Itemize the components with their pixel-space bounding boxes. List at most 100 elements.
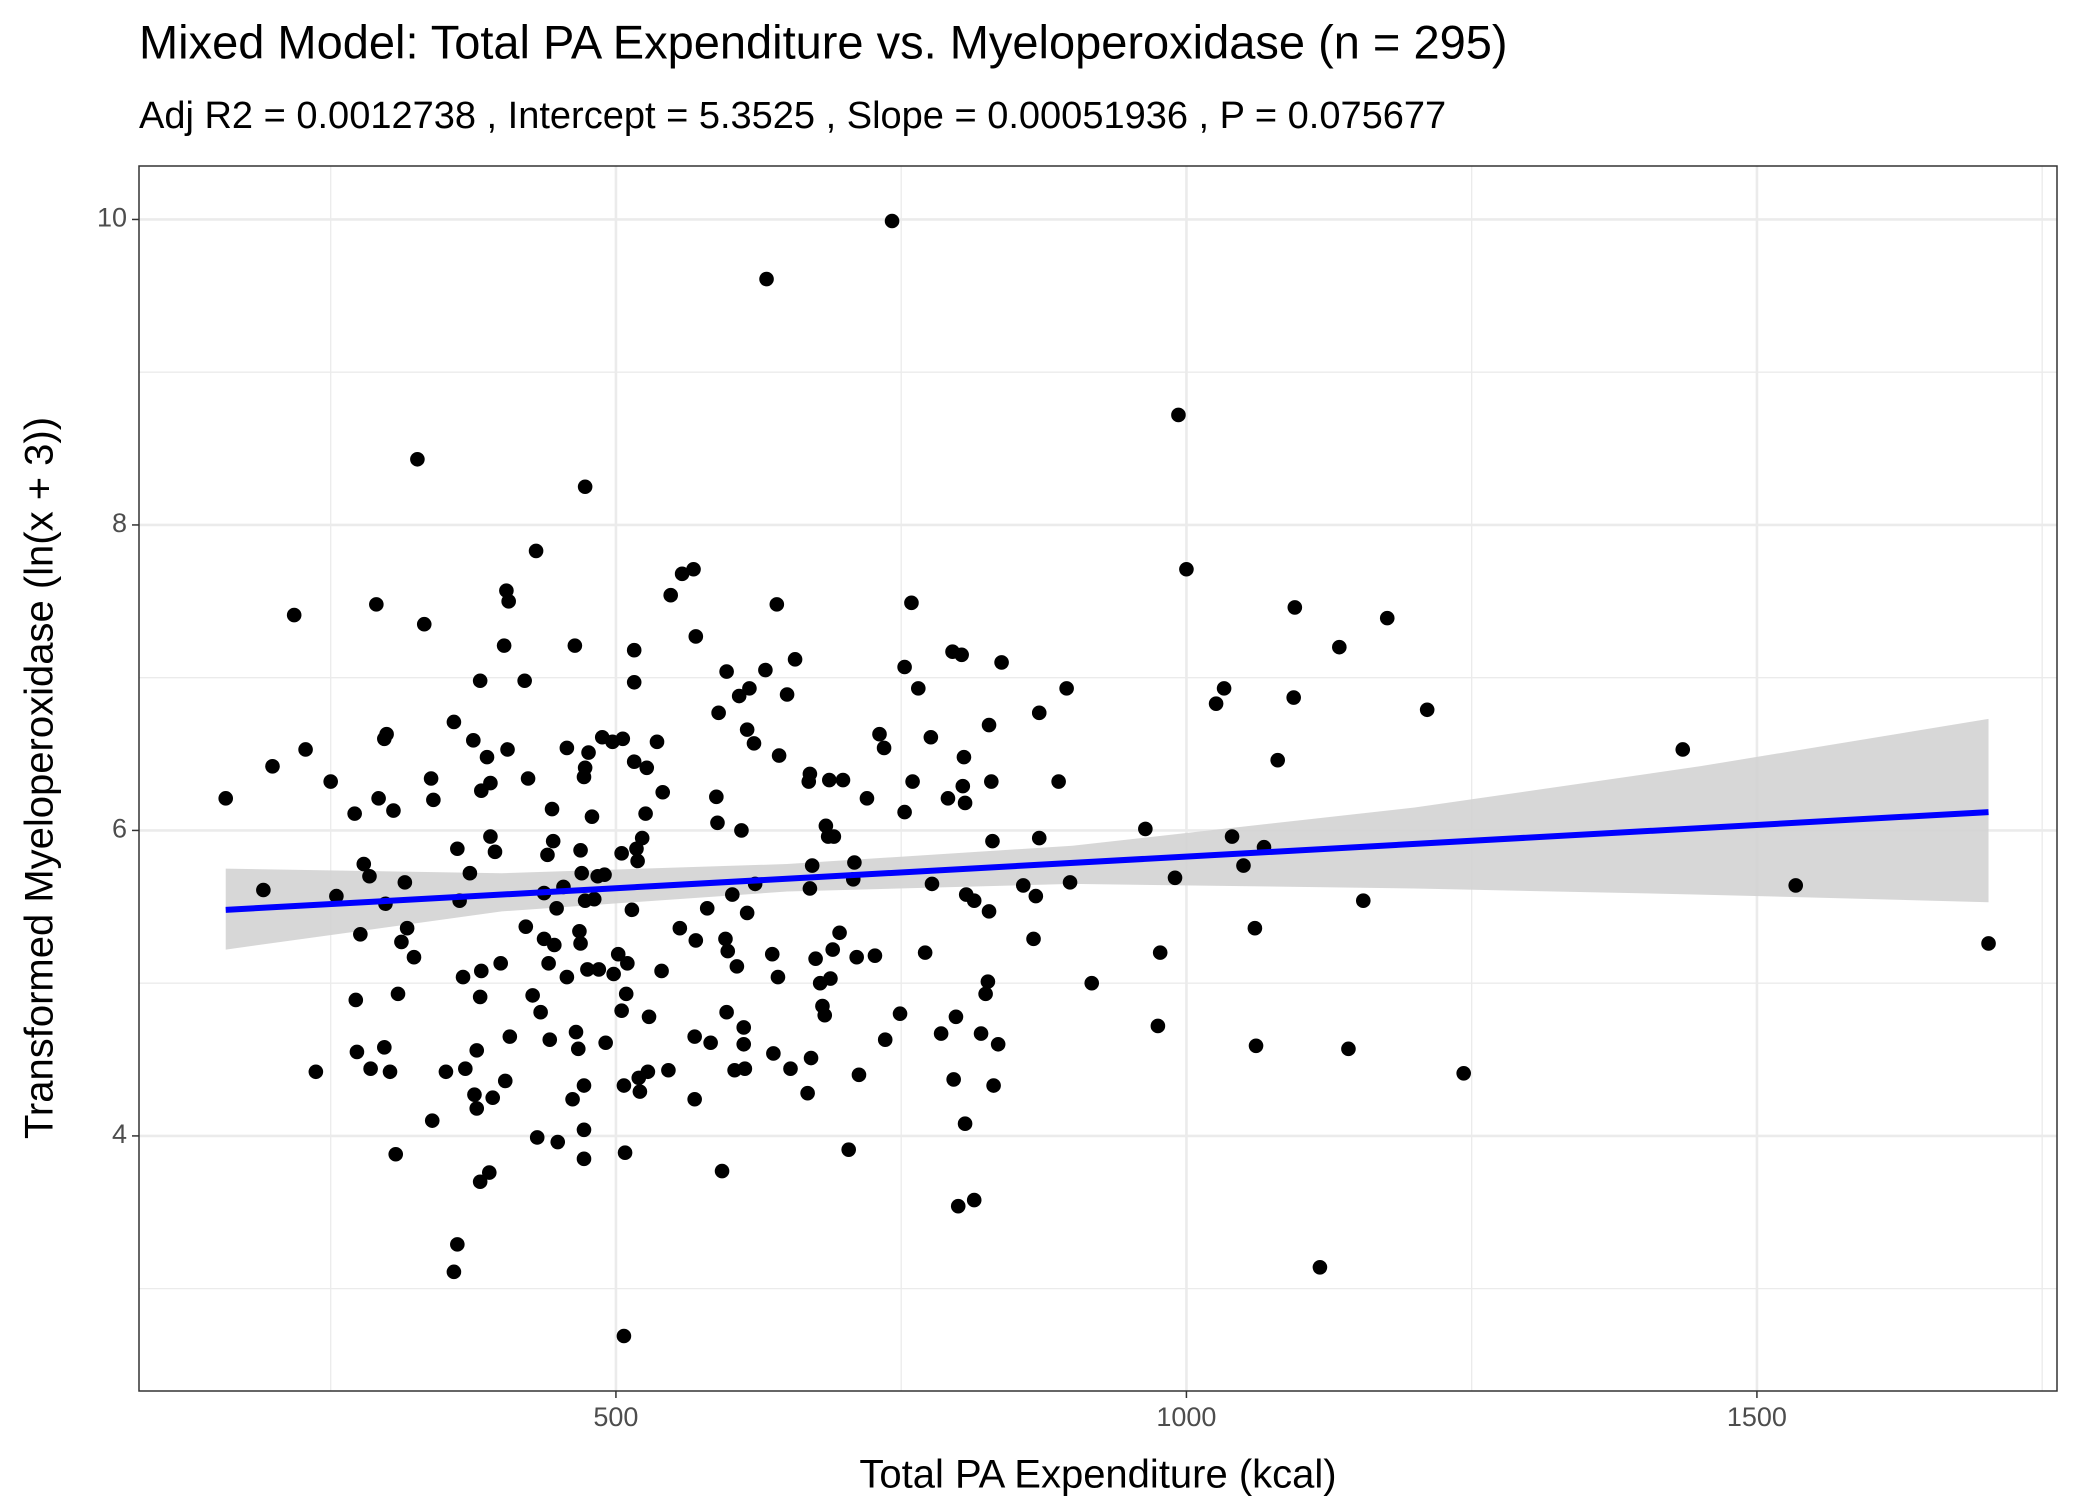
point: [544, 801, 560, 817]
fit-line: [225, 809, 1989, 913]
point: [714, 1163, 730, 1179]
point: [1788, 878, 1804, 893]
point: [904, 595, 919, 611]
point: [1026, 931, 1041, 947]
point: [817, 1007, 833, 1023]
point: [688, 629, 704, 644]
point: [629, 841, 644, 857]
point: [802, 766, 818, 782]
chart-subtitle: Adj R2 = 0.0012738 , Intercept = 5.3525 …: [139, 95, 1446, 137]
point: [458, 1061, 473, 1077]
point: [591, 962, 607, 977]
point: [218, 791, 234, 806]
point: [615, 731, 631, 747]
point: [1167, 870, 1183, 886]
point: [586, 891, 602, 907]
point: [872, 726, 887, 742]
point: [994, 655, 1009, 670]
point: [1379, 610, 1395, 626]
point: [547, 937, 562, 953]
point: [687, 1091, 702, 1107]
point: [487, 844, 503, 860]
chart-title: Mixed Model: Total PA Expenditure vs. My…: [139, 15, 1508, 68]
point: [703, 1035, 718, 1051]
point: [981, 717, 997, 733]
point: [736, 1036, 752, 1052]
point: [559, 969, 575, 985]
point: [649, 734, 665, 750]
point: [769, 597, 785, 612]
point: [349, 1044, 365, 1060]
point: [1312, 1259, 1328, 1275]
point: [835, 772, 851, 788]
point: [362, 868, 377, 884]
point: [576, 1078, 592, 1093]
point: [577, 760, 593, 776]
point: [632, 1084, 648, 1099]
point: [472, 1174, 488, 1190]
point: [528, 543, 544, 559]
point: [416, 616, 432, 632]
point: [614, 846, 629, 861]
point: [847, 855, 862, 870]
point: [426, 792, 441, 808]
point: [363, 1061, 378, 1077]
point: [832, 925, 847, 941]
point: [688, 933, 704, 948]
point: [672, 920, 688, 936]
point: [1084, 975, 1100, 991]
point: [485, 1090, 501, 1106]
point: [923, 729, 939, 745]
point: [616, 1078, 632, 1093]
point: [946, 1072, 961, 1087]
point: [973, 1026, 989, 1041]
point: [731, 688, 747, 704]
point: [559, 740, 575, 756]
point: [347, 806, 362, 821]
point: [473, 963, 489, 979]
point: [573, 842, 588, 858]
point: [577, 479, 593, 495]
y-tick-label: 10: [97, 203, 127, 233]
point: [626, 754, 642, 769]
point: [709, 789, 724, 805]
point: [298, 742, 313, 757]
point: [641, 1009, 657, 1025]
point: [787, 652, 803, 667]
point: [497, 1073, 513, 1089]
point: [950, 1198, 966, 1214]
point: [851, 1067, 867, 1083]
y-tick-label: 8: [112, 508, 127, 538]
point: [956, 749, 972, 765]
point: [884, 213, 900, 229]
point: [739, 905, 755, 921]
point: [917, 945, 933, 960]
point: [481, 1165, 497, 1180]
point: [1208, 696, 1224, 711]
point: [654, 963, 669, 979]
point: [1355, 893, 1371, 908]
point: [540, 847, 555, 863]
point: [617, 1145, 633, 1161]
point: [661, 1062, 676, 1078]
point: [739, 722, 755, 737]
point: [533, 1004, 548, 1020]
point: [545, 833, 561, 849]
point: [957, 1116, 973, 1131]
point: [821, 772, 837, 788]
point: [759, 271, 774, 287]
point: [783, 1061, 798, 1077]
point: [742, 681, 757, 696]
point: [639, 760, 655, 776]
point: [1015, 878, 1031, 893]
point: [1224, 829, 1240, 844]
point: [1179, 561, 1194, 577]
point: [1247, 920, 1263, 936]
point: [1341, 1041, 1356, 1057]
point: [640, 1064, 656, 1080]
point: [1287, 600, 1303, 615]
point: [718, 931, 733, 947]
point: [674, 566, 690, 582]
point: [940, 791, 956, 806]
point: [573, 936, 588, 951]
